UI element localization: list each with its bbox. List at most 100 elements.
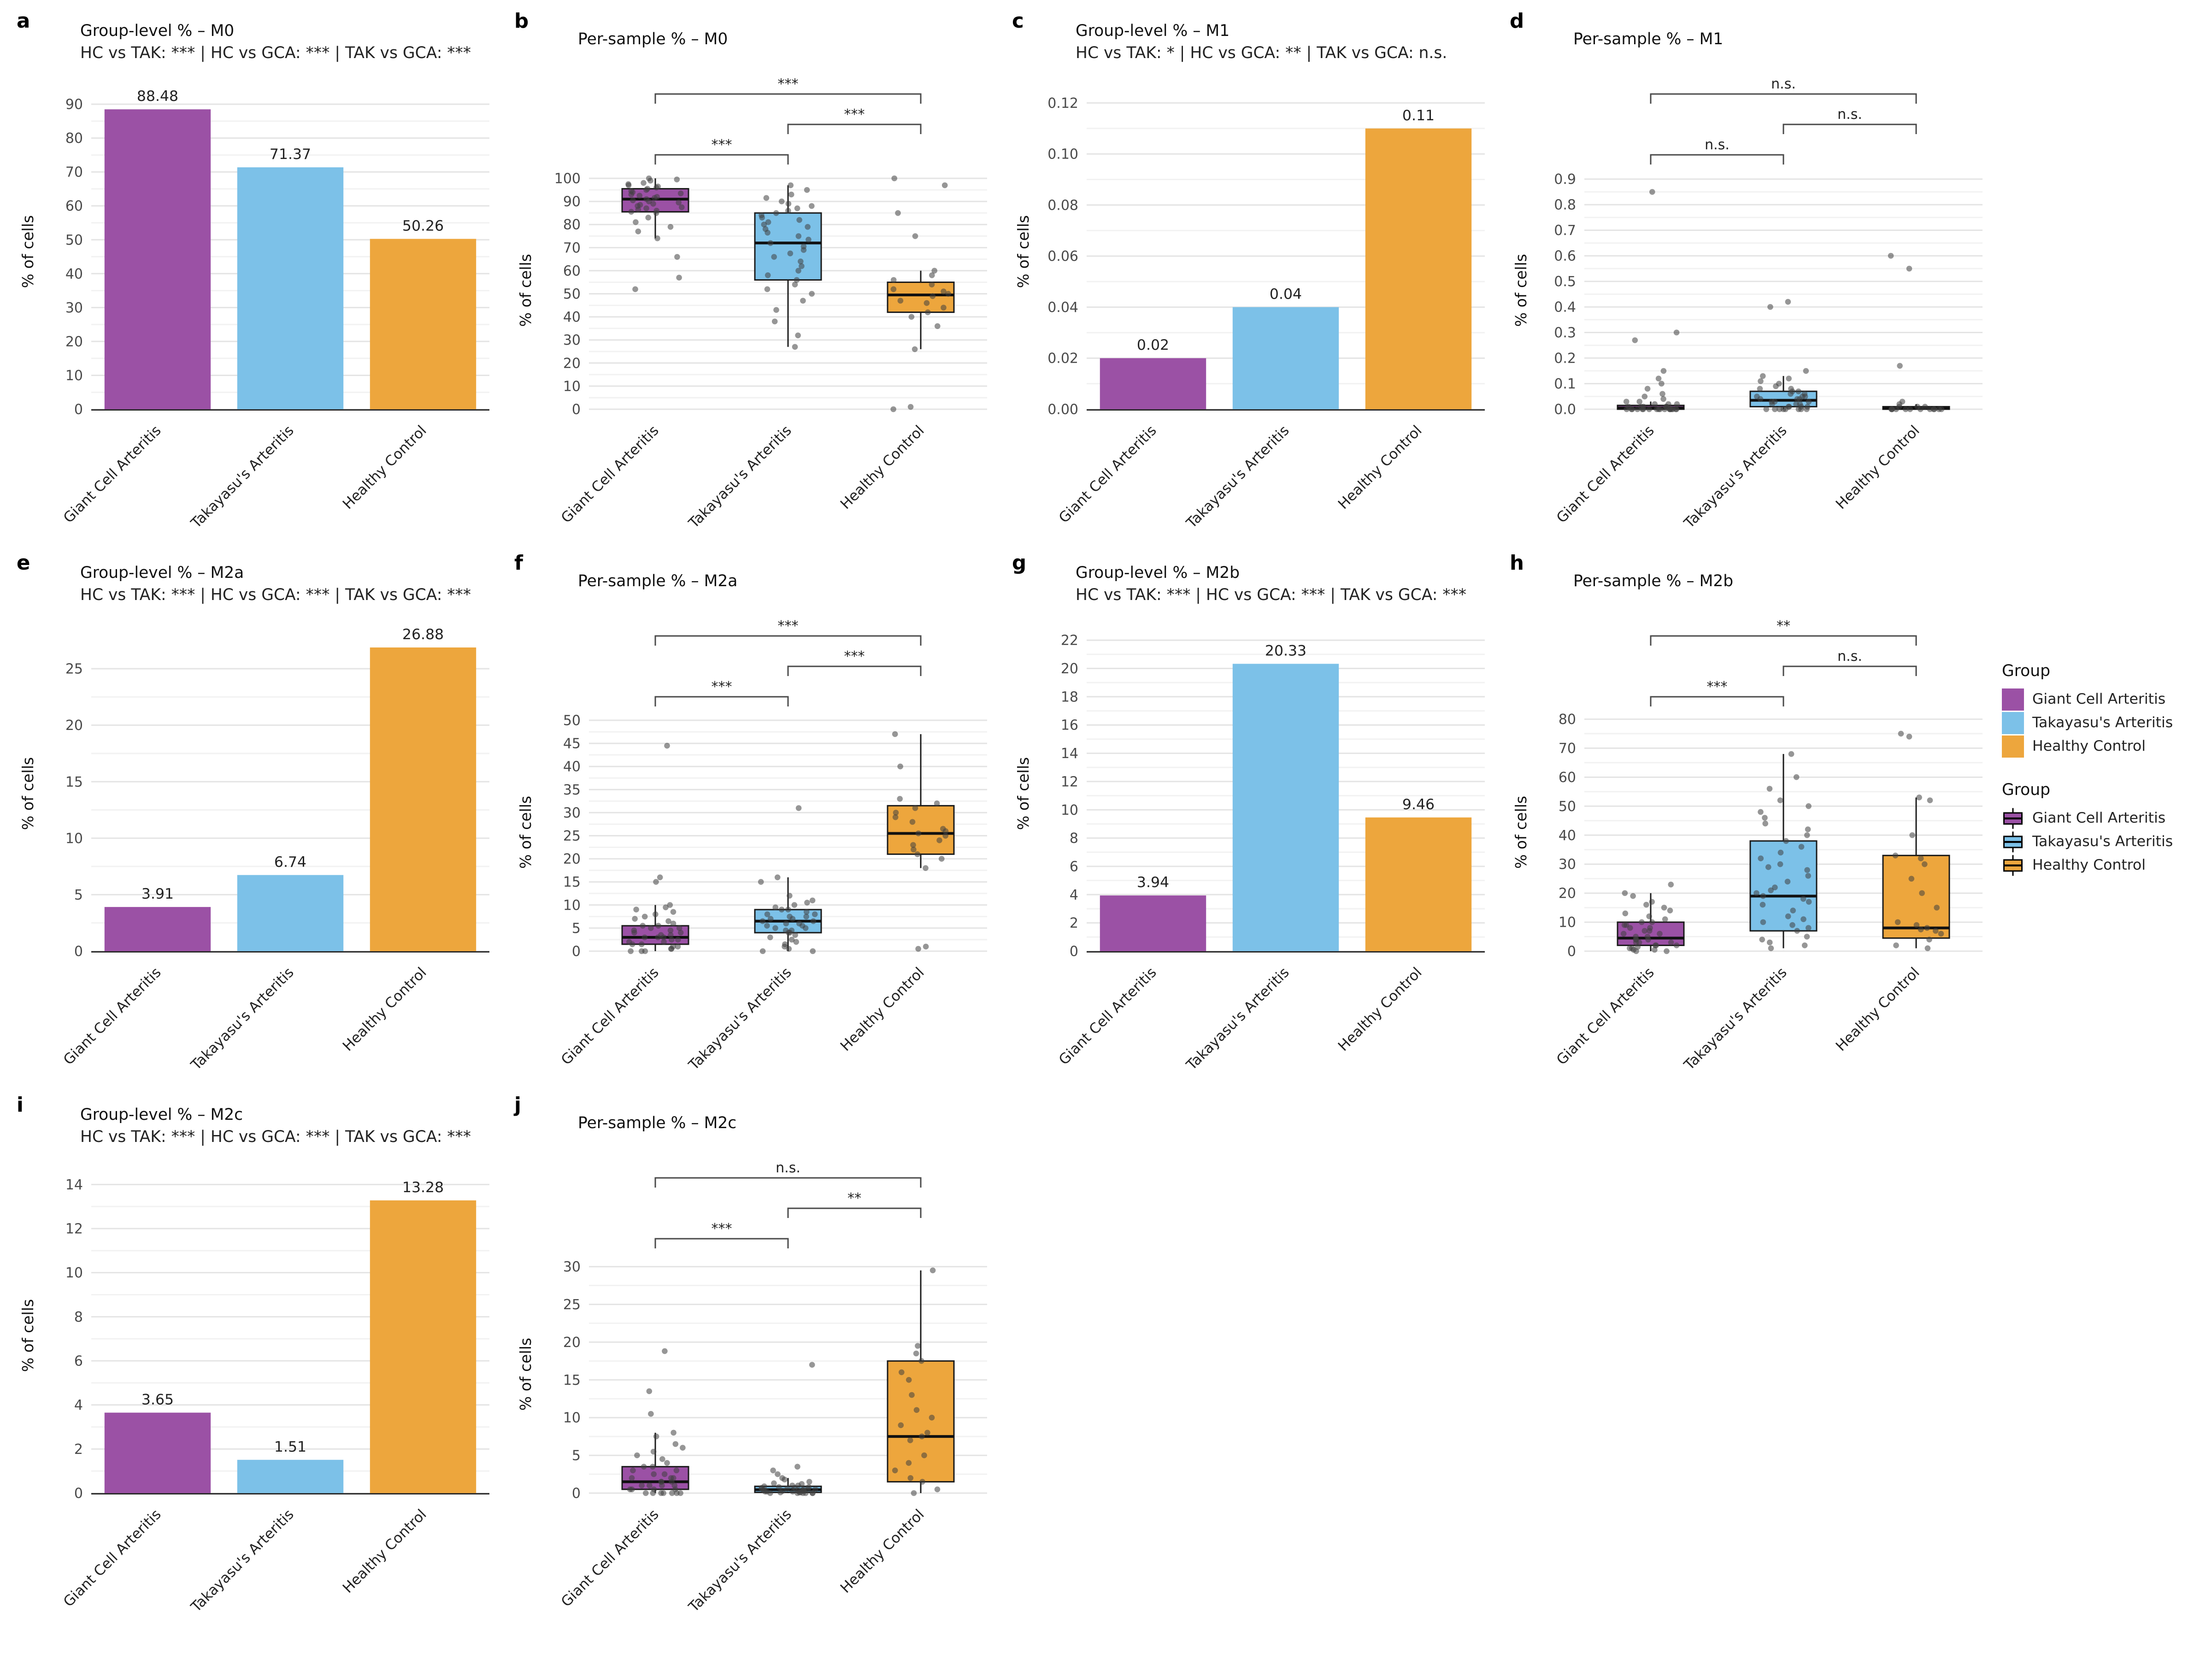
y-tick-label: 0.06 <box>1047 248 1078 265</box>
bracket <box>1650 154 1784 165</box>
y-tick-label: 10 <box>65 1265 83 1281</box>
y-axis: 0 5 10 15 20 25 30 35 40 45 50 <box>563 713 581 960</box>
y-tick-label: 50 <box>1559 799 1576 815</box>
panel-j: j Per-sample % – M2c 0 5 10 15 20 25 30 % of cell… <box>509 1089 1006 1631</box>
y-tick-label: 5 <box>572 920 581 936</box>
y-tick-label: 0 <box>572 1486 581 1502</box>
y-tick-label: 0.04 <box>1047 300 1078 316</box>
bar <box>104 907 211 951</box>
y-tick-label: 4 <box>74 1397 83 1413</box>
bar-value-label: 0.02 <box>1137 337 1169 353</box>
panel-e: e Group-level % – M2a HC vs TAK: *** | HC … <box>11 547 509 1089</box>
jitter-points <box>1623 189 1945 412</box>
y-axis-title: % of cells <box>1512 254 1530 327</box>
y-tick-label: 10 <box>65 830 83 847</box>
boxplot-key-icon <box>2003 854 2023 875</box>
bar-value-label: 1.51 <box>274 1439 306 1455</box>
x-tick-label: Healthy Control <box>1335 964 1425 1054</box>
x-tick-label: Takayasu's Arteritis <box>1681 422 1790 532</box>
x-tick-label: Healthy Control <box>340 422 430 512</box>
bar-value-label: 3.65 <box>141 1391 174 1408</box>
x-axis: Giant Cell Arteritis Takayasu's Arteritis… <box>558 1506 928 1616</box>
y-tick-label: 0.08 <box>1047 197 1078 213</box>
bracket <box>1650 93 1917 104</box>
y-tick-label: 0.3 <box>1554 325 1576 341</box>
bracket-label: *** <box>778 76 799 92</box>
bars: 0.02 0.04 0.11 <box>1100 107 1472 409</box>
y-tick-label: 60 <box>65 198 83 214</box>
y-tick-label: 12 <box>65 1221 83 1237</box>
y-tick-label: 100 <box>554 171 581 187</box>
legend-item-label: Takayasu's Arteritis <box>2032 714 2173 731</box>
y-tick-label: 25 <box>65 661 83 677</box>
bar-value-label: 0.11 <box>1402 107 1435 124</box>
x-tick-label: Takayasu's Arteritis <box>1183 422 1293 532</box>
bracket <box>787 1207 922 1218</box>
x-tick-label: Giant Cell Arteritis <box>60 1506 165 1610</box>
x-tick-label: Giant Cell Arteritis <box>60 964 165 1068</box>
y-tick-label: 10 <box>563 378 581 394</box>
panel-c-chart: c Group-level % – M1 HC vs TAK: * | HC vs … <box>1012 10 1485 532</box>
bracket-label: *** <box>1707 679 1728 695</box>
y-tick-label: 6 <box>1070 859 1078 875</box>
bracket <box>654 154 789 165</box>
panel-letter: j <box>513 1094 521 1117</box>
y-axis-title: % of cells <box>19 757 37 830</box>
bracket <box>654 1177 922 1188</box>
x-tick-label: Healthy Control <box>1335 422 1425 512</box>
y-tick-label: 0.00 <box>1047 402 1078 418</box>
x-tick-label: Takayasu's Arteritis <box>188 964 297 1074</box>
y-tick-label: 20 <box>1559 886 1576 902</box>
y-tick-label: 40 <box>563 309 581 325</box>
y-tick-label: 45 <box>563 736 581 752</box>
panel-letter: a <box>17 10 30 33</box>
panel-title: Per-sample % – M2b <box>1573 572 1733 590</box>
y-tick-label: 0 <box>572 402 581 418</box>
y-axis: 0 10 20 30 40 50 60 70 80 <box>1559 712 1576 959</box>
bar-value-label: 50.26 <box>402 218 444 234</box>
bar <box>237 167 344 409</box>
panel-d: d Per-sample % – M1 0.0 0.1 0.2 0.3 0.4 0.5 0.6 0… <box>1504 6 2002 547</box>
y-tick-label: 40 <box>1559 828 1576 844</box>
bracket-label: n.s. <box>1837 648 1862 665</box>
panel-title: Per-sample % – M2a <box>578 572 737 590</box>
bar <box>370 1200 477 1493</box>
y-tick-label: 20 <box>1061 661 1078 677</box>
legend-swatch-gca-icon <box>2002 688 2024 710</box>
jitter-points <box>627 1267 941 1496</box>
bar-value-label: 3.94 <box>1137 874 1169 891</box>
gridlines <box>1584 178 1983 410</box>
panel-subtitle: HC vs TAK: *** | HC vs GCA: *** | TAK vs… <box>80 586 471 604</box>
y-tick-label: 0.2 <box>1554 351 1576 367</box>
y-tick-label: 10 <box>65 368 83 384</box>
y-tick-label: 8 <box>74 1309 83 1325</box>
legend-title: Group <box>2002 661 2051 680</box>
y-tick-label: 60 <box>563 263 581 279</box>
legend-boxplot-swatch-hc-icon <box>2002 854 2024 876</box>
panel-i-chart: i Group-level % – M2c HC vs TAK: *** | HC … <box>17 1094 489 1616</box>
y-tick-label: 5 <box>572 1448 581 1464</box>
x-tick-label: Giant Cell Arteritis <box>1553 964 1658 1068</box>
y-tick-label: 14 <box>1061 746 1078 762</box>
y-tick-label: 20 <box>65 718 83 734</box>
panel-a-chart: a Group-level % – M0 HC vs TAK: *** | HC v… <box>17 10 489 532</box>
boxplots <box>621 1270 955 1493</box>
y-axis: 0.0 0.1 0.2 0.3 0.4 0.5 0.6 0.7 0.8 0.9 <box>1554 171 1576 418</box>
significance-brackets: *** *** *** <box>654 618 922 706</box>
x-tick-label: Takayasu's Arteritis <box>685 422 795 532</box>
y-tick-label: 90 <box>563 194 581 210</box>
bar <box>104 109 211 409</box>
panel-h-chart: h Per-sample % – M2b 0 10 20 30 40 50 60 70 80 % of… <box>1510 552 1983 1074</box>
y-tick-label: 70 <box>65 165 83 181</box>
panel-subtitle: HC vs TAK: *** | HC vs GCA: *** | TAK vs… <box>1076 586 1466 604</box>
panel-i: i Group-level % – M2c HC vs TAK: *** | HC … <box>11 1089 509 1631</box>
panel-c: c Group-level % – M1 HC vs TAK: * | HC vs … <box>1006 6 1504 547</box>
bracket-label: *** <box>712 1221 732 1237</box>
y-tick-label: 25 <box>563 1297 581 1313</box>
y-axis: 0.00 0.02 0.04 0.06 0.08 0.10 0.12 <box>1047 95 1078 418</box>
x-tick-label: Giant Cell Arteritis <box>1553 422 1658 526</box>
y-tick-label: 50 <box>563 286 581 302</box>
boxplot-box <box>1749 840 1818 932</box>
y-tick-label: 15 <box>563 1372 581 1388</box>
